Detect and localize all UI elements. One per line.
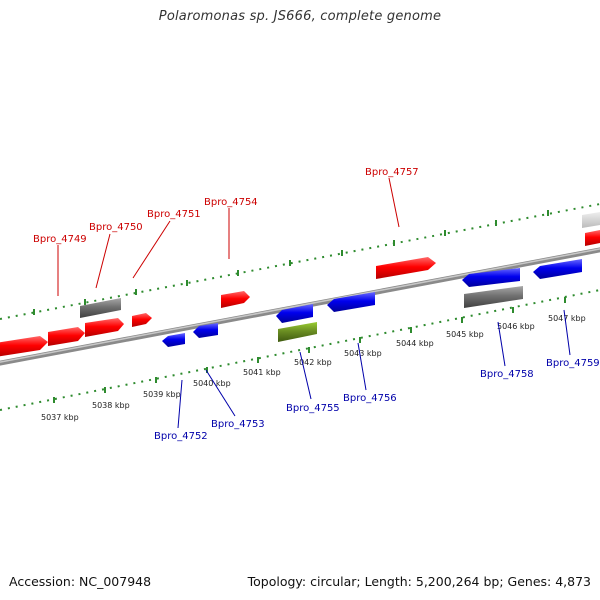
reverse-genes (162, 259, 582, 347)
gene-label[interactable]: Bpro_4750 (89, 222, 143, 233)
scale-label: 5043 kbp (344, 349, 382, 358)
gene-label[interactable]: Bpro_4755 (286, 403, 340, 414)
scale-label: 5038 kbp (92, 401, 130, 410)
lower-major-ticks (53, 297, 566, 403)
scale-label: 5046 kbp (497, 322, 535, 331)
gene-arrow-reverse[interactable] (276, 304, 313, 323)
forward-genes (0, 212, 600, 357)
gene-label[interactable]: Bpro_4749 (33, 234, 87, 245)
gene-arrow-forward[interactable] (85, 318, 124, 337)
gene-label[interactable]: Bpro_4759 (546, 358, 600, 369)
gene-block-other[interactable] (464, 286, 523, 308)
scale-label: 5040 kbp (193, 379, 231, 388)
gene-arrow-reverse[interactable] (162, 333, 185, 347)
scale-labels: 5037 kbp 5038 kbp 5039 kbp 5040 kbp 5041… (41, 314, 586, 422)
gene-label[interactable]: Bpro_4754 (204, 197, 258, 208)
lower-scale-track (0, 289, 600, 411)
gene-label[interactable]: Bpro_4751 (147, 209, 201, 220)
gene-arrow-forward[interactable] (585, 230, 600, 246)
gene-arrow-reverse[interactable] (327, 292, 375, 312)
upper-major-ticks (33, 210, 549, 315)
gene-arrow-reverse[interactable] (533, 259, 582, 279)
map-title: Polaromonas sp. JS666, complete genome (158, 9, 442, 24)
scale-label: 5047 kbp (548, 314, 586, 323)
gene-block-other[interactable] (80, 298, 121, 318)
forward-label-leaders (57, 177, 400, 296)
upper-scale-track (0, 203, 600, 320)
gene-arrow-reverse[interactable] (193, 323, 218, 338)
gene-label[interactable]: Bpro_4752 (154, 431, 208, 442)
gene-block-other[interactable] (582, 212, 600, 228)
scale-label: 5042 kbp (294, 358, 332, 367)
gene-arrow-forward[interactable] (376, 257, 436, 279)
reverse-label-leaders (177, 309, 571, 429)
accession-text: Accession: NC_007948 (9, 574, 152, 589)
scale-label: 5045 kbp (446, 330, 484, 339)
scale-label: 5044 kbp (396, 339, 434, 348)
gene-label[interactable]: Bpro_4756 (343, 393, 397, 404)
gene-block-highlight[interactable] (278, 322, 317, 342)
reverse-gene-labels: Bpro_4752 Bpro_4753 Bpro_4755 Bpro_4756 … (154, 358, 600, 442)
gene-arrow-reverse[interactable] (462, 268, 520, 287)
gene-label[interactable]: Bpro_4753 (211, 419, 265, 430)
genome-summary-text: Topology: circular; Length: 5,200,264 bp… (247, 574, 591, 589)
gene-arrow-forward[interactable] (221, 291, 250, 308)
genome-backbone-highlight (0, 248, 600, 363)
scale-label: 5037 kbp (41, 413, 79, 422)
gene-arrow-forward[interactable] (132, 313, 152, 327)
forward-gene-labels: Bpro_4749 Bpro_4750 Bpro_4751 Bpro_4754 … (33, 167, 419, 245)
gene-arrow-forward[interactable] (48, 327, 85, 346)
gene-arrow-forward[interactable] (0, 336, 48, 357)
genome-backbone (0, 247, 600, 366)
scale-label: 5041 kbp (243, 368, 281, 377)
gene-label[interactable]: Bpro_4758 (480, 369, 534, 380)
gene-label[interactable]: Bpro_4757 (365, 167, 419, 178)
scale-label: 5039 kbp (143, 390, 181, 399)
